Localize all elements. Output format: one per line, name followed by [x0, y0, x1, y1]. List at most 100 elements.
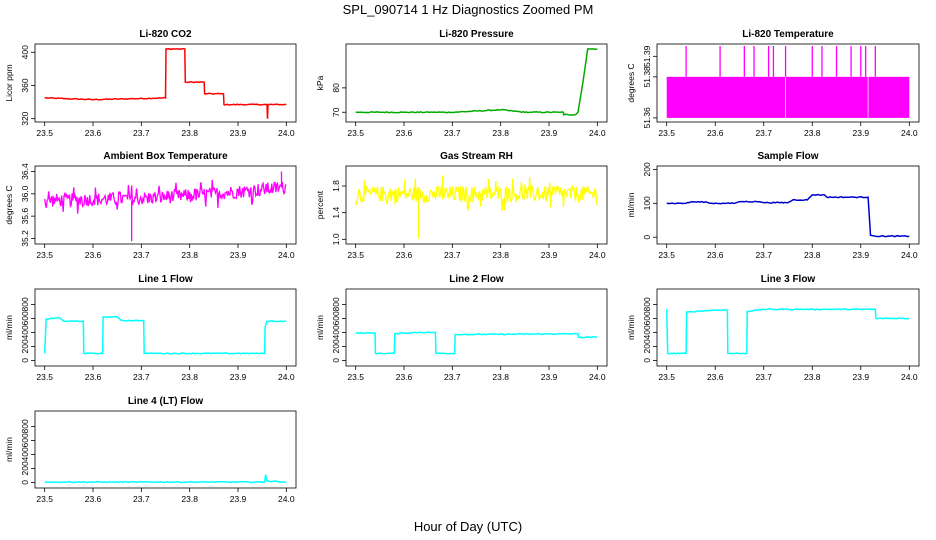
x-tick-label: 23.6 [396, 250, 413, 260]
chart-panel-li820-temp: Li-820 Temperature 23.5 23.6 23.7 23.8 23.9 24… [626, 29, 920, 138]
x-tick-label: 23.5 [347, 128, 364, 138]
y-tick-label: 400 [20, 447, 30, 461]
x-tick-label: 23.5 [36, 494, 53, 504]
y-tick-label: 800 [20, 419, 30, 433]
x-tick-label: 23.6 [707, 128, 724, 138]
y-tick-label: 200 [642, 162, 652, 176]
panel-title: Line 1 Flow [138, 274, 193, 285]
plot-area [44, 474, 287, 484]
plot-area [665, 308, 910, 355]
plot-area [355, 175, 598, 239]
x-tick-label: 23.6 [85, 128, 102, 138]
panel-title: Li-820 CO2 [139, 29, 192, 40]
x-tick-label: 23.7 [133, 372, 150, 382]
y-tick-label: 360 [20, 78, 30, 92]
plot-area [43, 315, 287, 355]
x-tick-label: 24.0 [901, 128, 918, 138]
y-tick-label: 0 [20, 358, 30, 363]
x-tick-label: 23.9 [230, 494, 247, 504]
y-tick-label: 100 [642, 196, 652, 210]
chart-panel-line1: Line 1 Flow 23.5 23.6 23.7 23.8 23.9 24.0 0 2004… [4, 274, 297, 382]
y-tick-label: 35.6 [20, 208, 30, 225]
plot-frame [345, 43, 608, 123]
x-tick-label: 23.7 [755, 128, 772, 138]
y-axis-label: percent [315, 190, 325, 219]
y-tick-label: 70 [331, 107, 341, 117]
y-tick-label: 320 [20, 111, 30, 125]
x-tick-label: 24.0 [589, 372, 606, 382]
y-tick-label: 80 [331, 83, 341, 93]
panel-title: Sample Flow [757, 151, 818, 162]
x-tick-label: 23.5 [36, 250, 53, 260]
x-tick-label: 23.8 [492, 128, 509, 138]
x-tick-label: 23.9 [230, 250, 247, 260]
x-tick-label: 24.0 [278, 250, 295, 260]
y-tick-label: 35.2 [20, 230, 30, 247]
y-tick-label: 800 [331, 297, 341, 311]
y-tick-label: 800 [642, 297, 652, 311]
x-tick-label: 23.8 [804, 372, 821, 382]
plot-area [44, 47, 287, 119]
y-tick-label: 0 [20, 480, 30, 485]
series-line [44, 47, 287, 119]
y-tick-label: 400 [20, 45, 30, 59]
y-tick-label: 0 [642, 358, 652, 363]
y-tick-label: 400 [331, 325, 341, 339]
y-tick-label: 400 [642, 325, 652, 339]
series-band [666, 76, 910, 118]
series-line [44, 474, 287, 484]
panel-title: Li-820 Temperature [742, 29, 834, 40]
panel-title: Ambient Box Temperature [103, 151, 228, 162]
y-tick-label: 400 [20, 325, 30, 339]
chart-panel-co2: Li-820 CO2 23.5 23.6 23.7 23.8 23.9 24.0 320 360… [4, 29, 297, 138]
panels-container: Li-820 CO2 23.5 23.6 23.7 23.8 23.9 24.0 320 360… [4, 29, 920, 504]
x-tick-label: 23.6 [85, 494, 102, 504]
y-tick-label: 800 [20, 297, 30, 311]
x-tick-label: 23.9 [230, 372, 247, 382]
panel-title: Gas Stream RH [440, 151, 513, 162]
x-tick-label: 23.5 [658, 128, 675, 138]
x-tick-label: 23.7 [444, 372, 461, 382]
x-tick-label: 23.5 [658, 372, 675, 382]
series-line [355, 331, 598, 355]
x-tick-label: 23.9 [541, 372, 558, 382]
plot-area [666, 193, 910, 238]
figure-xlabel: Hour of Day (UTC) [414, 519, 522, 534]
x-tick-label: 23.8 [181, 372, 198, 382]
y-tick-label: 200 [20, 461, 30, 475]
y-tick-label: 51.36 [642, 107, 652, 129]
plot-frame [345, 288, 608, 367]
x-tick-label: 23.5 [36, 128, 53, 138]
chart-panel-line2: Line 2 Flow 23.5 23.6 23.7 23.8 23.9 24.0 0 2004… [315, 274, 608, 382]
panel-title: Line 4 (LT) Flow [128, 396, 204, 407]
y-axis-label: ml/min [626, 192, 636, 217]
y-tick-label: 51.39 [642, 45, 652, 67]
plot-frame [34, 410, 297, 489]
y-axis-label: ml/min [4, 315, 14, 340]
plot-frame [656, 43, 920, 123]
y-axis-label: Licor ppm [4, 64, 14, 101]
x-tick-label: 24.0 [278, 494, 295, 504]
y-tick-label: 1.8 [331, 180, 341, 192]
plot-area [666, 46, 910, 118]
x-tick-label: 24.0 [278, 372, 295, 382]
y-tick-label: 1.4 [331, 206, 341, 218]
x-tick-label: 23.9 [230, 128, 247, 138]
series-line [44, 179, 287, 214]
x-tick-label: 23.7 [755, 250, 772, 260]
y-axis-label: ml/min [315, 315, 325, 340]
x-tick-label: 23.6 [85, 372, 102, 382]
plot-frame [34, 288, 297, 367]
chart-panel-rh: Gas Stream RH 23.5 23.6 23.7 23.8 23.9 24.0 1.0… [315, 151, 608, 260]
y-axis-label: kPa [315, 75, 325, 90]
plot-area [44, 171, 287, 242]
x-tick-label: 23.7 [133, 128, 150, 138]
y-tick-label: 51.38 [642, 66, 652, 88]
y-axis-label: ml/min [626, 315, 636, 340]
y-tick-label: 36.4 [20, 163, 30, 180]
x-tick-label: 23.8 [181, 494, 198, 504]
chart-panel-line4: Line 4 (LT) Flow 23.5 23.6 23.7 23.8 23.9 24.0… [4, 396, 297, 504]
x-tick-label: 23.7 [755, 372, 772, 382]
series-line [355, 176, 598, 212]
